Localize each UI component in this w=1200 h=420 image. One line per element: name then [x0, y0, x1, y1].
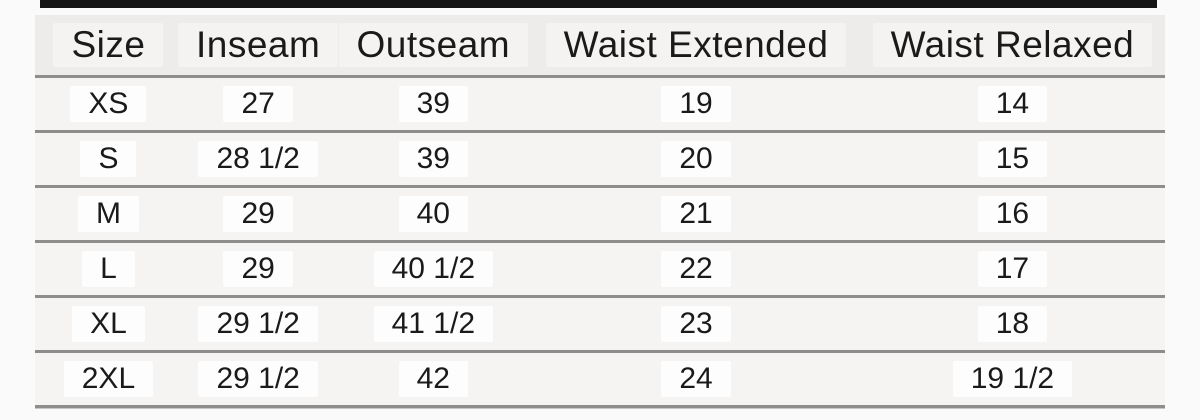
column-header-size: Size — [35, 15, 182, 75]
cell-waist-extended: 23 — [532, 298, 860, 350]
cell-size: XS — [35, 78, 182, 130]
table-row-xl: XL 29 1/2 41 1/2 23 18 — [35, 298, 1165, 353]
cell-size: XL — [35, 298, 182, 350]
cell-size: S — [35, 133, 182, 185]
cell-size: 2XL — [35, 353, 182, 405]
table-row-l: L 29 40 1/2 22 17 — [35, 243, 1165, 298]
table-row-xs: XS 27 39 19 14 — [35, 78, 1165, 133]
cell-outseam: 39 — [334, 78, 532, 130]
cell-inseam: 28 1/2 — [182, 133, 335, 185]
cell-waist-relaxed: 17 — [860, 243, 1165, 295]
cell-inseam: 29 — [182, 243, 335, 295]
table-header-row: Size Inseam Outseam Waist Extended Waist… — [35, 15, 1165, 78]
cell-waist-relaxed: 15 — [860, 133, 1165, 185]
cell-waist-extended: 20 — [532, 133, 860, 185]
cell-waist-relaxed: 14 — [860, 78, 1165, 130]
cell-waist-extended: 22 — [532, 243, 860, 295]
cell-waist-extended: 24 — [532, 353, 860, 405]
size-chart-table: Size Inseam Outseam Waist Extended Waist… — [35, 15, 1165, 408]
cell-size: L — [35, 243, 182, 295]
cell-waist-relaxed: 19 1/2 — [860, 353, 1165, 405]
table-row-2xl: 2XL 29 1/2 42 24 19 1/2 — [35, 353, 1165, 408]
table-row-m: M 29 40 21 16 — [35, 188, 1165, 243]
cell-outseam: 39 — [334, 133, 532, 185]
cell-waist-relaxed: 16 — [860, 188, 1165, 240]
cell-waist-extended: 21 — [532, 188, 860, 240]
cell-outseam: 40 — [334, 188, 532, 240]
top-divider-bar — [40, 0, 1157, 8]
cell-waist-extended: 19 — [532, 78, 860, 130]
column-header-outseam: Outseam — [334, 15, 532, 75]
column-header-waist-extended: Waist Extended — [532, 15, 860, 75]
cell-outseam: 42 — [334, 353, 532, 405]
cell-inseam: 29 1/2 — [182, 353, 335, 405]
cell-inseam: 29 1/2 — [182, 298, 335, 350]
column-header-inseam: Inseam — [178, 15, 339, 75]
table-row-s: S 28 1/2 39 20 15 — [35, 133, 1165, 188]
cell-outseam: 40 1/2 — [334, 243, 532, 295]
cell-outseam: 41 1/2 — [334, 298, 532, 350]
cell-inseam: 29 — [182, 188, 335, 240]
cell-size: M — [35, 188, 182, 240]
cell-inseam: 27 — [182, 78, 335, 130]
column-header-waist-relaxed: Waist Relaxed — [860, 15, 1165, 75]
cell-waist-relaxed: 18 — [860, 298, 1165, 350]
